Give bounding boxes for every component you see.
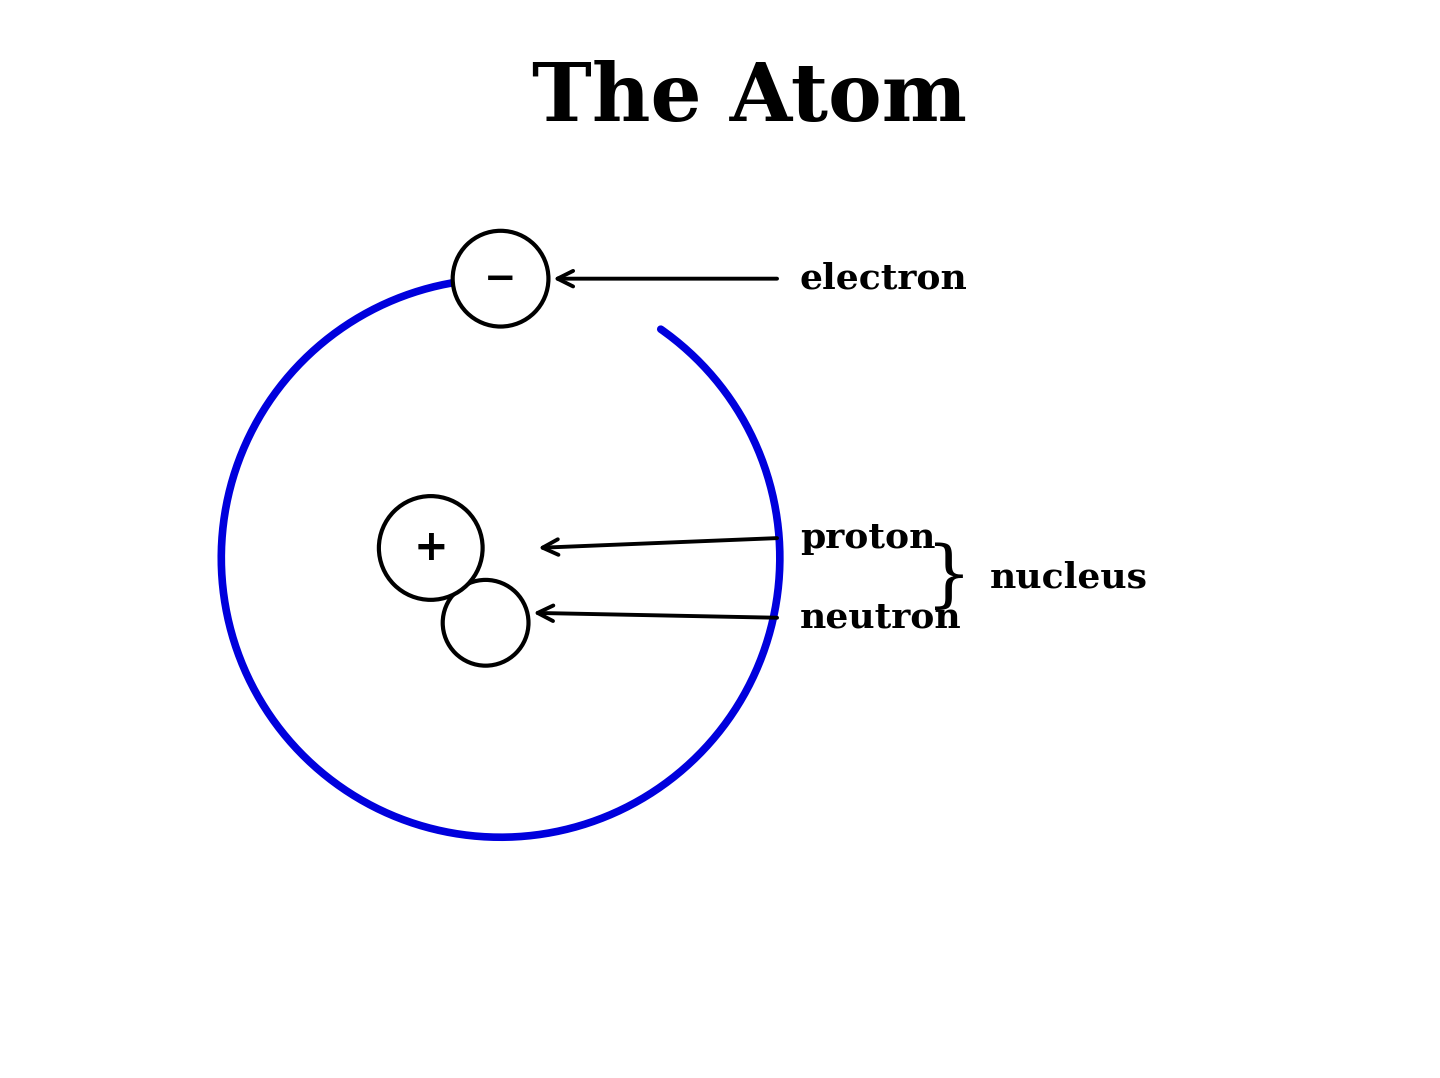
Text: The Atom: The Atom: [533, 60, 968, 138]
Text: }: }: [926, 542, 972, 613]
Text: nucleus: nucleus: [989, 561, 1148, 595]
Text: electron: electron: [799, 262, 968, 295]
Text: −: −: [484, 260, 517, 298]
Text: neutron: neutron: [799, 600, 962, 635]
Text: proton: proton: [799, 521, 936, 555]
Text: +: +: [413, 527, 448, 569]
Circle shape: [442, 580, 528, 666]
Circle shape: [452, 231, 549, 327]
Circle shape: [379, 496, 482, 599]
